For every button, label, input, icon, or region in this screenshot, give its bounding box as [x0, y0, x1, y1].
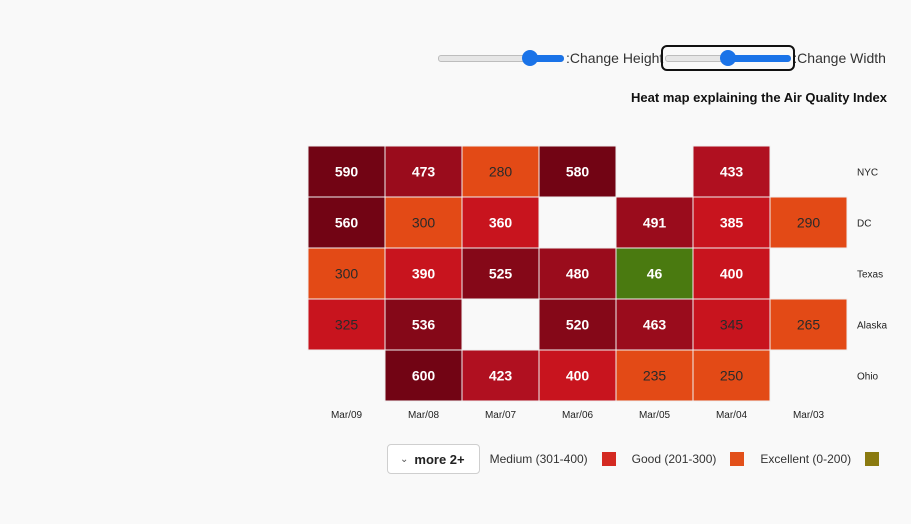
heatmap-cell-label: 433	[720, 164, 744, 180]
heatmap-cell[interactable]	[538, 145, 617, 198]
legend-swatch	[865, 452, 880, 466]
heatmap-cell[interactable]	[384, 349, 463, 402]
legend-label: Good (201-300)	[631, 452, 717, 466]
y-axis-label: Ohio	[857, 372, 879, 383]
x-axis-label: Mar/03	[793, 410, 825, 421]
x-axis-label: Mar/09	[331, 410, 363, 421]
heatmap-cell-label: 580	[566, 164, 590, 180]
heatmap-cell[interactable]	[384, 247, 463, 300]
heatmap-cell-label: 400	[566, 368, 590, 384]
width-slider-thumb[interactable]	[720, 50, 737, 66]
x-axis-label: Mar/05	[639, 410, 671, 421]
more-legend-label: more 2+	[414, 451, 465, 467]
heatmap-cell[interactable]	[384, 196, 463, 249]
height-slider-fill	[529, 55, 564, 62]
y-axis-label: DC	[857, 219, 871, 230]
legend-item-good[interactable]: Good (201-300)	[632, 452, 745, 466]
heatmap-cell-label: 300	[412, 215, 436, 231]
x-axis-label: Mar/08	[408, 410, 440, 421]
heatmap-cell[interactable]	[692, 298, 771, 351]
legend-swatch	[730, 452, 745, 466]
heatmap-cell-label: 463	[643, 317, 667, 333]
height-slider[interactable]	[436, 47, 566, 69]
legend-swatch	[601, 452, 616, 466]
width-slider[interactable]	[661, 45, 796, 71]
heatmap-cell[interactable]	[692, 247, 771, 300]
x-axis-label: Mar/07	[485, 410, 517, 421]
heatmap-cell-label: 480	[566, 266, 590, 282]
heatmap-cell-label: 250	[720, 368, 744, 384]
heatmap-cell-label: 536	[412, 317, 436, 333]
heatmap-cell-label: 280	[489, 164, 513, 180]
heatmap-cell-label: 265	[797, 317, 821, 333]
heatmap-cell[interactable]	[307, 196, 386, 249]
y-axis-label: Alaska	[857, 321, 887, 332]
heatmap-cell[interactable]	[615, 349, 694, 402]
heatmap-cell[interactable]	[692, 349, 771, 402]
heatmap-cell[interactable]	[307, 298, 386, 351]
heatmap-cell-label: 590	[335, 164, 359, 180]
heatmap-cell-label: 400	[720, 266, 744, 282]
legend-label: Medium (301-400)	[489, 452, 588, 466]
heatmap-cell[interactable]	[461, 349, 540, 402]
width-slider-fill	[728, 55, 792, 62]
y-axis-label: Texas	[857, 270, 883, 281]
heatmap-cell-label: 300	[335, 266, 359, 282]
heatmap-cell[interactable]	[538, 247, 617, 300]
heatmap-cell[interactable]	[461, 247, 540, 300]
x-axis-label: Mar/04	[716, 410, 748, 421]
chart-controls: :Change Height :Change Width	[436, 45, 886, 71]
heatmap-cell-label: 290	[797, 215, 821, 231]
heatmap-cell[interactable]	[769, 298, 848, 351]
heatmap-cell-label: 600	[412, 368, 436, 384]
heatmap-cell[interactable]	[692, 196, 771, 249]
heatmap-cell[interactable]	[538, 349, 617, 402]
heatmap-cell-label: 325	[335, 317, 359, 333]
legend-item-medium[interactable]: Medium (301-400)	[490, 452, 616, 466]
chart-title: Heat map explaining the Air Quality Inde…	[631, 90, 887, 105]
heatmap-cell-label: 473	[412, 164, 436, 180]
more-legend-button[interactable]: ⌄ more 2+	[387, 444, 480, 474]
legend-item-excellent[interactable]: Excellent (0-200)	[760, 452, 880, 466]
width-slider-label: :Change Width	[793, 50, 886, 66]
legend-label: Excellent (0-200)	[760, 452, 852, 466]
heatmap-cell-label: 46	[647, 266, 663, 282]
heatmap-cell-label: 520	[566, 317, 590, 333]
heatmap-chart: 590 473 280 580 433 560 300 360 491 385 290 300 390 5…	[307, 145, 887, 421]
chevron-down-icon: ⌄	[400, 453, 409, 465]
height-slider-thumb[interactable]	[521, 50, 538, 66]
heatmap-cell[interactable]	[692, 145, 771, 198]
heatmap-cell-label: 390	[412, 266, 436, 282]
heatmap-cell[interactable]	[615, 247, 694, 300]
heatmap-cell-label: 491	[643, 215, 667, 231]
heatmap-cell-label: 423	[489, 368, 513, 384]
heatmap-cell-label: 345	[720, 317, 744, 333]
heatmap-cell-label: 525	[489, 266, 513, 282]
heatmap-cell-label: 560	[335, 215, 359, 231]
heatmap-cell[interactable]	[538, 298, 617, 351]
x-axis-label: Mar/06	[562, 410, 594, 421]
heatmap-cell-label: 360	[489, 215, 513, 231]
height-slider-label: :Change Height	[566, 50, 664, 66]
legend: ⌄ more 2+ Medium (301-400) Good (201-300…	[387, 444, 895, 474]
heatmap-cell-label: 235	[643, 368, 667, 384]
heatmap-cell[interactable]	[384, 298, 463, 351]
y-axis-label: NYC	[857, 168, 878, 179]
heatmap-cell-label: 385	[720, 215, 744, 231]
heatmap-cell[interactable]	[769, 196, 848, 249]
